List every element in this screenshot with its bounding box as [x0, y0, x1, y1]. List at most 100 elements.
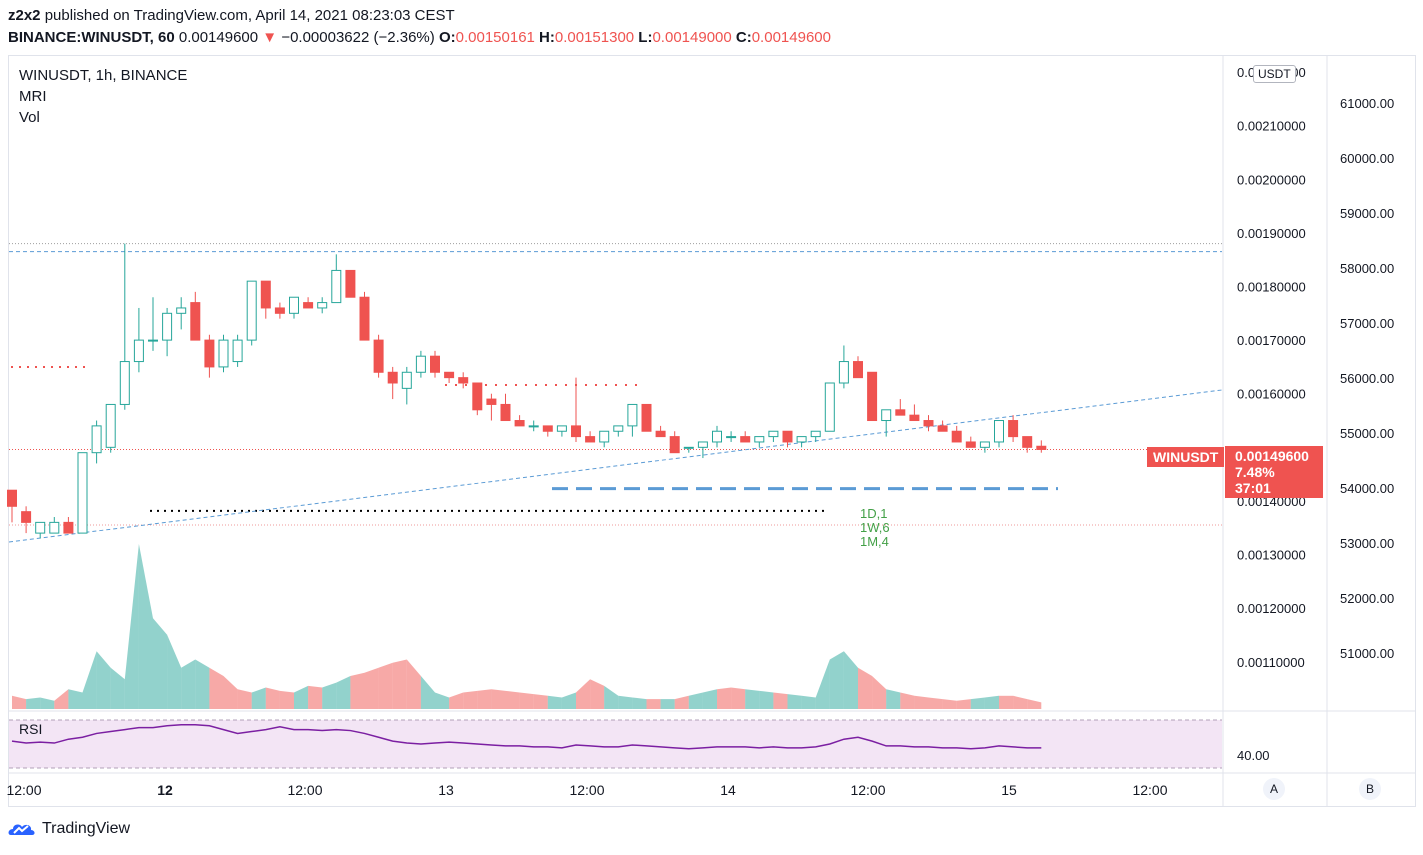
time-tick-label: 13	[438, 782, 454, 798]
price-tick-label: 0.00170000	[1237, 333, 1306, 348]
volume-segment	[759, 690, 774, 709]
volume-segment	[308, 685, 323, 709]
volume-segment	[251, 687, 266, 709]
candle-down	[867, 371, 878, 422]
volume-segment	[82, 651, 97, 709]
candle-down	[951, 430, 962, 443]
secondary-tick-label: 53000.00	[1340, 536, 1394, 551]
volume-segment	[265, 687, 280, 709]
volume-segment	[68, 689, 83, 709]
volume-segment	[745, 689, 760, 709]
candle-down	[655, 430, 666, 438]
candle-up	[176, 307, 187, 314]
candle-down	[585, 436, 596, 443]
candle-up	[528, 425, 539, 428]
volume-segment	[167, 634, 182, 709]
volume-segment	[858, 667, 873, 709]
author-name: z2x2	[8, 7, 41, 24]
candle-down	[359, 296, 370, 341]
tradingview-logo[interactable]: TradingView	[8, 820, 130, 838]
volume-segment	[561, 692, 576, 709]
volume-segment	[646, 699, 661, 709]
rsi-line	[11, 724, 1042, 750]
secondary-tick-label: 51000.00	[1340, 646, 1394, 661]
candle-down	[345, 269, 356, 298]
candle-down	[641, 403, 652, 432]
candle-down	[274, 307, 285, 314]
candle-up	[49, 521, 60, 534]
candle-up	[133, 339, 144, 363]
candle-up	[401, 371, 412, 389]
candle-down	[373, 339, 384, 373]
volume-segment	[801, 695, 816, 709]
volume-segment	[54, 689, 69, 709]
volume-segment	[420, 676, 435, 709]
volume-segment	[984, 695, 999, 709]
trend-line	[8, 389, 1223, 543]
b-button[interactable]: B	[1359, 778, 1381, 800]
current-price: 0.00149600	[1235, 448, 1309, 464]
mri-summary-1d: 1D,1	[860, 506, 888, 521]
time-tick-label: 12:00	[6, 782, 41, 798]
high-label: H:	[539, 29, 555, 46]
open-label: O:	[438, 29, 456, 46]
candle-down	[7, 489, 17, 507]
volume-segment	[96, 651, 111, 709]
auto-scale-button[interactable]: A	[1263, 778, 1285, 800]
secondary-tick-label: 61000.00	[1340, 96, 1394, 111]
candle-down	[542, 425, 553, 432]
volume-segment	[336, 676, 351, 709]
volume-segment	[110, 667, 125, 709]
tradingview-cloud-icon	[8, 824, 35, 835]
volume-segment	[294, 685, 309, 709]
candle-up	[697, 441, 708, 448]
candle-up	[246, 280, 257, 341]
price-tick-label: 0.00190000	[1237, 226, 1306, 241]
time-tick-label: 12:00	[287, 782, 322, 798]
candle-down	[387, 371, 398, 384]
volume-segment	[378, 662, 393, 709]
volume-segment	[717, 687, 732, 709]
candle-up	[683, 446, 694, 449]
time-tick-label: 14	[720, 782, 736, 798]
candle-up	[838, 361, 849, 384]
candle-down	[909, 414, 920, 422]
price-change: −0.00003622 (−2.36%)	[281, 29, 435, 46]
candle-down	[21, 511, 32, 523]
low-value: 0.00149000	[652, 29, 732, 46]
candle-down	[740, 436, 751, 443]
volume-segment	[209, 667, 224, 709]
chart-title: WINUSDT, 1h, BINANCE	[19, 67, 188, 84]
volume-segment	[702, 689, 717, 709]
close-label: C:	[735, 29, 752, 46]
candle-up	[232, 339, 243, 363]
candle-up	[91, 425, 102, 454]
volume-segment	[279, 690, 294, 709]
currency-badge[interactable]: USDT	[1253, 65, 1296, 83]
price-tick-label: 0.00180000	[1237, 280, 1306, 295]
volume-segment	[364, 667, 379, 709]
candle-up	[824, 382, 835, 432]
candle-down	[260, 280, 271, 309]
ohlc-header: BINANCE:WINUSDT, 60 0.00149600 ▼ −0.0000…	[8, 29, 831, 46]
volume-segment	[843, 651, 858, 709]
volume-segment	[533, 694, 548, 709]
volume-segment	[1013, 695, 1028, 709]
volume-segment	[138, 544, 153, 709]
volume-segment	[40, 697, 55, 709]
volume-segment	[477, 689, 492, 709]
time-tick-label: 12:00	[569, 782, 604, 798]
volume-segment	[449, 692, 464, 709]
volume-segment	[505, 690, 520, 709]
price-tick-label: 0.00120000	[1237, 601, 1306, 616]
volume-segment	[26, 697, 41, 709]
candle-down	[669, 436, 680, 454]
price-tick-label: 0.00200000	[1237, 172, 1306, 187]
volume-segment	[153, 618, 168, 709]
candle-down	[923, 420, 934, 427]
volume-segment	[970, 697, 985, 709]
publish-info: z2x2 published on TradingView.com, April…	[8, 7, 455, 24]
candle-down	[1008, 420, 1019, 438]
rsi-band	[9, 720, 1222, 768]
